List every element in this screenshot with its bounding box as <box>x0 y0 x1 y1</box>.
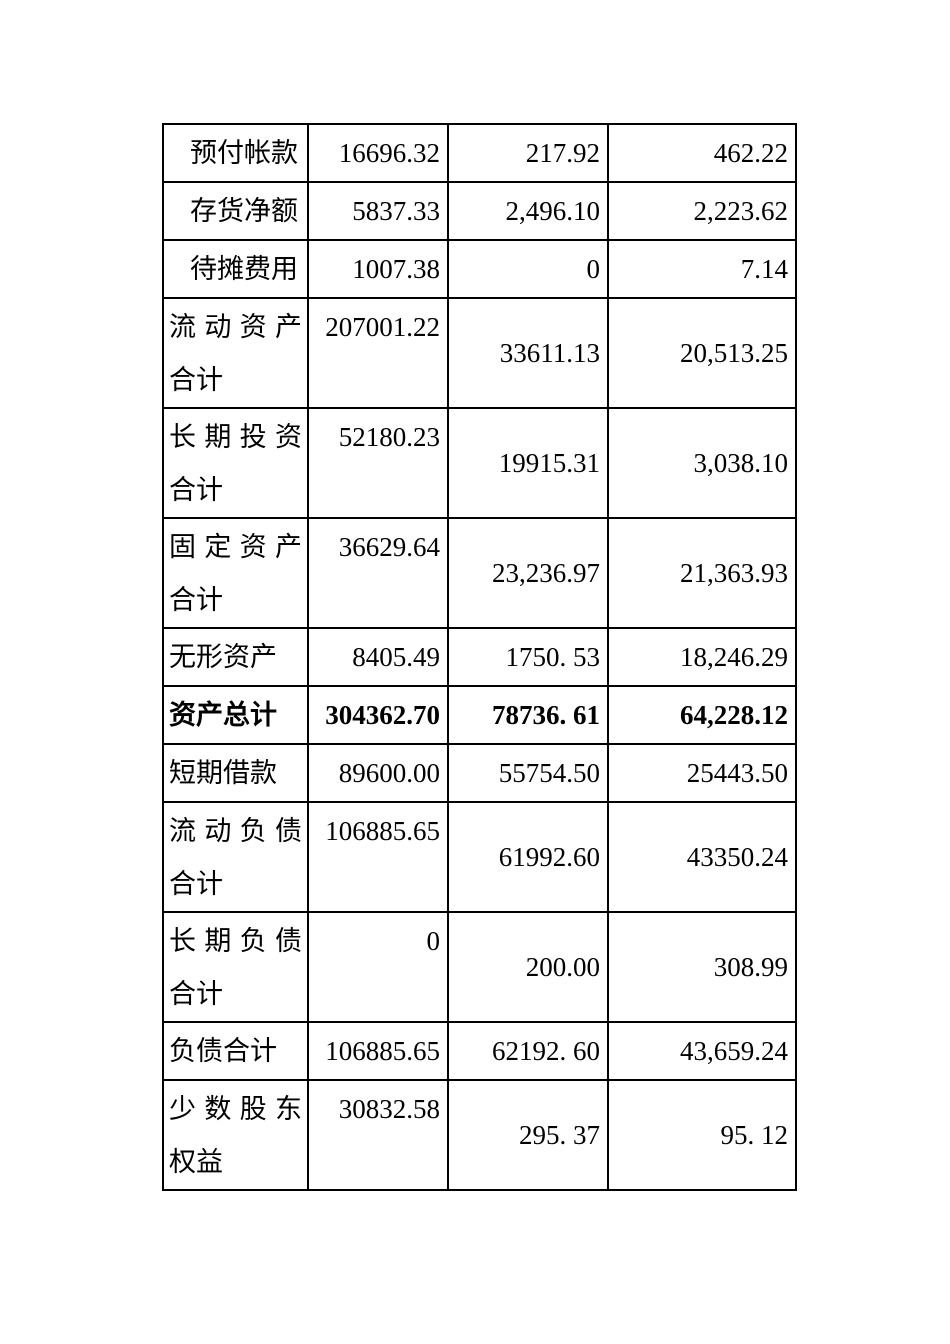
row-label: 预付帐款 <box>162 123 309 183</box>
table-row: 少数股东权益 30832.58 295. 37 95. 12 <box>162 1079 797 1191</box>
table-row: 流动资产合计 207001.22 33611.13 20,513.25 <box>162 297 797 409</box>
value-col1: 8405.49 <box>307 627 449 687</box>
value-col2: 62192. 60 <box>447 1021 609 1081</box>
value-col3: 64,228.12 <box>607 685 797 745</box>
value-col2: 1750. 53 <box>447 627 609 687</box>
balance-sheet-table: 预付帐款 16696.32 217.92 462.22 存货净额 5837.33… <box>162 123 797 1191</box>
row-label: 长期负债合计 <box>162 911 309 1023</box>
value-col3: 3,038.10 <box>607 407 797 519</box>
row-label: 无形资产 <box>162 627 309 687</box>
table-row: 长期负债合计 0 200.00 308.99 <box>162 911 797 1023</box>
value-col3: 18,246.29 <box>607 627 797 687</box>
value-col1: 304362.70 <box>307 685 449 745</box>
table-row: 无形资产 8405.49 1750. 53 18,246.29 <box>162 627 797 687</box>
value-col2: 295. 37 <box>447 1079 609 1191</box>
value-col1: 36629.64 <box>307 517 449 629</box>
value-col2: 78736. 61 <box>447 685 609 745</box>
value-col1: 30832.58 <box>307 1079 449 1191</box>
value-col2: 200.00 <box>447 911 609 1023</box>
row-label: 流动资产合计 <box>162 297 309 409</box>
value-col3: 462.22 <box>607 123 797 183</box>
table-row-total: 资产总计 304362.70 78736. 61 64,228.12 <box>162 685 797 745</box>
value-col3: 43,659.24 <box>607 1021 797 1081</box>
value-col2: 55754.50 <box>447 743 609 803</box>
row-label: 负债合计 <box>162 1021 309 1081</box>
value-col3: 308.99 <box>607 911 797 1023</box>
value-col3: 7.14 <box>607 239 797 299</box>
row-label: 资产总计 <box>162 685 309 745</box>
value-col3: 25443.50 <box>607 743 797 803</box>
table-row: 短期借款 89600.00 55754.50 25443.50 <box>162 743 797 803</box>
value-col1: 106885.65 <box>307 1021 449 1081</box>
value-col1: 106885.65 <box>307 801 449 913</box>
table-row: 流动负债合计 106885.65 61992.60 43350.24 <box>162 801 797 913</box>
value-col2: 61992.60 <box>447 801 609 913</box>
row-label: 待摊费用 <box>162 239 309 299</box>
table-row: 存货净额 5837.33 2,496.10 2,223.62 <box>162 181 797 241</box>
row-label: 流动负债合计 <box>162 801 309 913</box>
row-label: 长期投资合计 <box>162 407 309 519</box>
value-col1: 207001.22 <box>307 297 449 409</box>
value-col1: 0 <box>307 911 449 1023</box>
value-col2: 23,236.97 <box>447 517 609 629</box>
value-col1: 1007.38 <box>307 239 449 299</box>
table-row: 负债合计 106885.65 62192. 60 43,659.24 <box>162 1021 797 1081</box>
value-col2: 2,496.10 <box>447 181 609 241</box>
value-col3: 95. 12 <box>607 1079 797 1191</box>
value-col3: 21,363.93 <box>607 517 797 629</box>
value-col2: 19915.31 <box>447 407 609 519</box>
row-label: 少数股东权益 <box>162 1079 309 1191</box>
table-row: 长期投资合计 52180.23 19915.31 3,038.10 <box>162 407 797 519</box>
value-col3: 20,513.25 <box>607 297 797 409</box>
row-label: 短期借款 <box>162 743 309 803</box>
value-col1: 52180.23 <box>307 407 449 519</box>
value-col3: 43350.24 <box>607 801 797 913</box>
table-row: 固定资产合计 36629.64 23,236.97 21,363.93 <box>162 517 797 629</box>
row-label: 固定资产合计 <box>162 517 309 629</box>
value-col3: 2,223.62 <box>607 181 797 241</box>
table-row: 待摊费用 1007.38 0 7.14 <box>162 239 797 299</box>
value-col2: 33611.13 <box>447 297 609 409</box>
value-col1: 5837.33 <box>307 181 449 241</box>
value-col1: 89600.00 <box>307 743 449 803</box>
value-col1: 16696.32 <box>307 123 449 183</box>
value-col2: 217.92 <box>447 123 609 183</box>
value-col2: 0 <box>447 239 609 299</box>
row-label: 存货净额 <box>162 181 309 241</box>
table-row: 预付帐款 16696.32 217.92 462.22 <box>162 123 797 183</box>
